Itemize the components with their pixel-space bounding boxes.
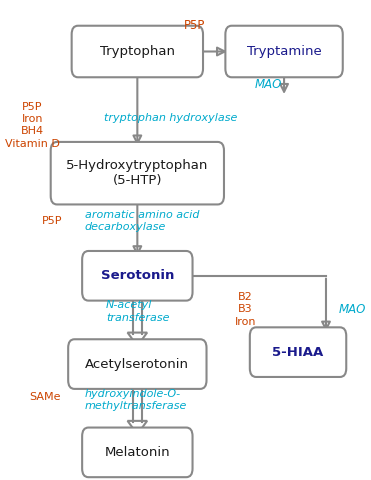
Text: 5-HIAA: 5-HIAA <box>272 346 324 359</box>
FancyBboxPatch shape <box>68 339 207 389</box>
Text: Serotonin: Serotonin <box>101 269 174 282</box>
Text: Acetylserotonin: Acetylserotonin <box>85 358 189 371</box>
Text: Tryptamine: Tryptamine <box>247 45 321 58</box>
Text: P5P
Iron
BH4
Vitamin D: P5P Iron BH4 Vitamin D <box>5 102 60 149</box>
Text: hydroxyindole-O-
methyltransferase: hydroxyindole-O- methyltransferase <box>85 389 187 411</box>
Text: tryptophan hydroxylase: tryptophan hydroxylase <box>104 113 237 123</box>
Text: N-acetyl
transferase: N-acetyl transferase <box>106 300 170 323</box>
Text: Tryptophan: Tryptophan <box>100 45 175 58</box>
FancyBboxPatch shape <box>225 26 343 77</box>
Text: SAMe: SAMe <box>29 393 60 403</box>
FancyBboxPatch shape <box>72 26 203 77</box>
FancyBboxPatch shape <box>82 428 193 477</box>
Text: MAO: MAO <box>255 78 282 91</box>
Text: aromatic amino acid
decarboxylase: aromatic amino acid decarboxylase <box>85 210 200 232</box>
Text: MAO: MAO <box>338 303 365 316</box>
FancyBboxPatch shape <box>51 142 224 204</box>
Text: Melatonin: Melatonin <box>105 446 170 459</box>
Text: B2
B3
Iron: B2 B3 Iron <box>235 292 256 326</box>
FancyBboxPatch shape <box>82 251 193 300</box>
Text: 5-Hydroxytryptophan
(5-HTP): 5-Hydroxytryptophan (5-HTP) <box>66 159 209 187</box>
FancyBboxPatch shape <box>250 327 346 377</box>
Text: P5P: P5P <box>42 216 62 226</box>
Text: P5P: P5P <box>184 19 206 33</box>
